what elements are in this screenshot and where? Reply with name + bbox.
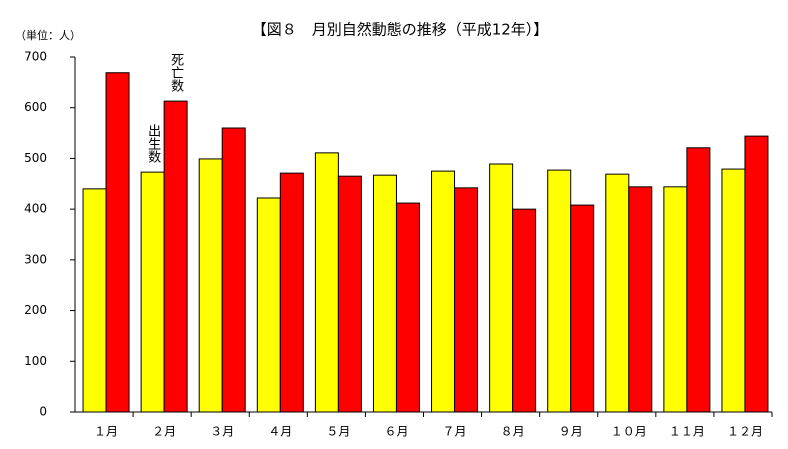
x-tick-label: ３月	[210, 425, 234, 439]
bar	[198, 158, 223, 413]
y-tick-label: 200	[24, 303, 47, 317]
bar	[256, 197, 281, 413]
x-tick-label: ５月	[326, 425, 350, 439]
x-tick-label: ２月	[152, 425, 176, 439]
bar	[628, 186, 653, 413]
bar	[454, 187, 479, 413]
bar	[570, 204, 595, 413]
bar	[547, 169, 572, 413]
bar	[663, 186, 688, 413]
x-tick-label: ６月	[384, 425, 408, 439]
chart-title: 【図８ 月別自然動態の推移（平成12年）】	[252, 21, 549, 39]
bar	[314, 152, 339, 413]
bar	[82, 188, 107, 413]
bar	[686, 147, 711, 413]
y-tick-label: 600	[24, 100, 47, 114]
x-tick-label: １月	[94, 425, 118, 439]
bar	[431, 170, 456, 413]
y-tick-label: 100	[24, 354, 47, 368]
y-tick-label: 0	[39, 405, 47, 419]
bar	[221, 127, 246, 413]
bar	[605, 173, 630, 413]
y-tick-label: 500	[24, 151, 47, 165]
x-tick-label: ８月	[501, 425, 525, 439]
legend-label: 死亡数	[168, 53, 184, 92]
x-tick-label: １１月	[669, 425, 705, 439]
x-tick-label: １０月	[611, 425, 647, 439]
legend-label: 出生数	[145, 124, 161, 163]
bar	[140, 171, 165, 413]
y-tick-label: 700	[24, 50, 47, 64]
x-tick-label: ４月	[268, 425, 292, 439]
bar	[489, 163, 514, 413]
bar	[372, 174, 397, 413]
x-tick-label: １２月	[727, 425, 763, 439]
y-axis-unit: （単位：人）	[15, 28, 81, 42]
bar	[512, 208, 537, 413]
bar	[337, 175, 362, 413]
y-tick-label: 400	[24, 202, 47, 216]
x-tick-label: ９月	[559, 425, 583, 439]
bar	[395, 202, 420, 413]
bar	[163, 100, 188, 413]
bar	[279, 172, 304, 413]
bar	[105, 72, 130, 413]
x-tick-label: ７月	[443, 425, 467, 439]
y-tick-label: 300	[24, 252, 47, 266]
bar	[744, 135, 769, 413]
bar	[721, 168, 746, 413]
